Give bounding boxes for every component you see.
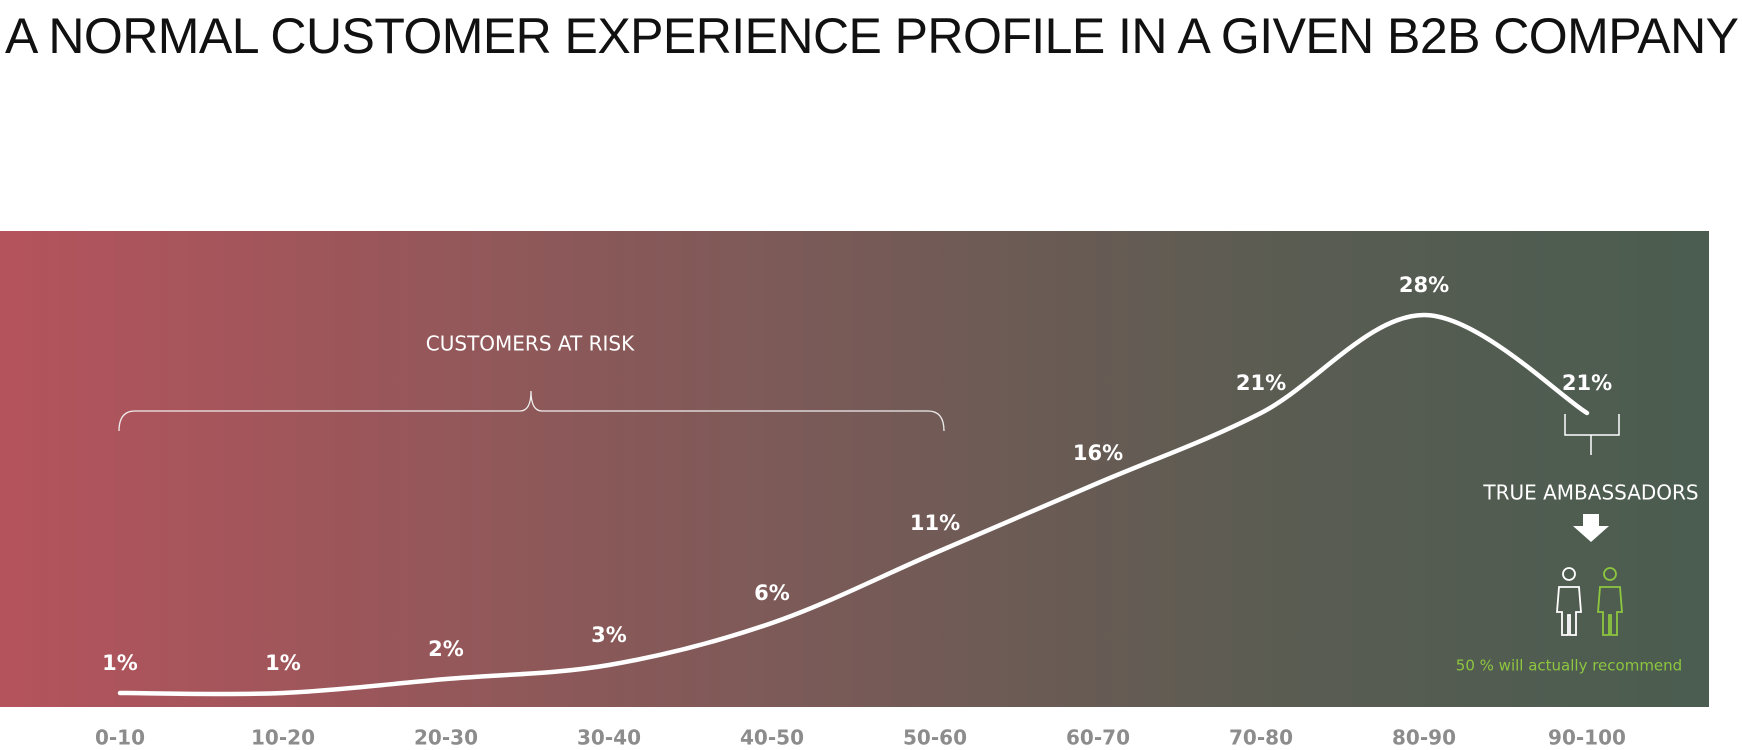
x-tick-label: 10-20	[251, 726, 315, 750]
data-label: 16%	[1073, 441, 1123, 465]
person-icon	[1597, 567, 1623, 636]
x-tick-label: 70-80	[1229, 726, 1293, 750]
annotation: TRUE AMBASSADORS	[1482, 481, 1698, 505]
bracket	[1564, 414, 1620, 455]
data-label: 2%	[428, 637, 464, 661]
chart-title: A NORMAL CUSTOMER EXPERIENCE PROFILE IN …	[5, 8, 1739, 64]
plot-background	[0, 231, 1709, 707]
x-tick-label: 90-100	[1548, 726, 1626, 750]
data-label: 28%	[1399, 273, 1449, 297]
x-tick-label: 20-30	[414, 726, 478, 750]
annotation: CUSTOMERS AT RISK	[426, 332, 635, 356]
person-icon	[1556, 567, 1582, 636]
data-label: 11%	[910, 511, 960, 535]
x-tick-label: 50-60	[903, 726, 967, 750]
x-tick-label: 40-50	[740, 726, 804, 750]
arrow	[1573, 514, 1609, 542]
brace	[118, 390, 945, 432]
data-label: 6%	[754, 581, 790, 605]
data-label: 3%	[591, 623, 627, 647]
x-tick-label: 0-10	[95, 726, 145, 750]
x-tick-label: 60-70	[1066, 726, 1130, 750]
annotation: 50 % will actually recommend	[1456, 657, 1682, 675]
data-label: 1%	[102, 651, 138, 675]
line	[117, 312, 1590, 697]
x-tick-label: 30-40	[577, 726, 641, 750]
data-label: 21%	[1236, 371, 1286, 395]
x-tick-label: 80-90	[1392, 726, 1456, 750]
data-label: 1%	[265, 651, 301, 675]
data-label: 21%	[1562, 371, 1612, 395]
